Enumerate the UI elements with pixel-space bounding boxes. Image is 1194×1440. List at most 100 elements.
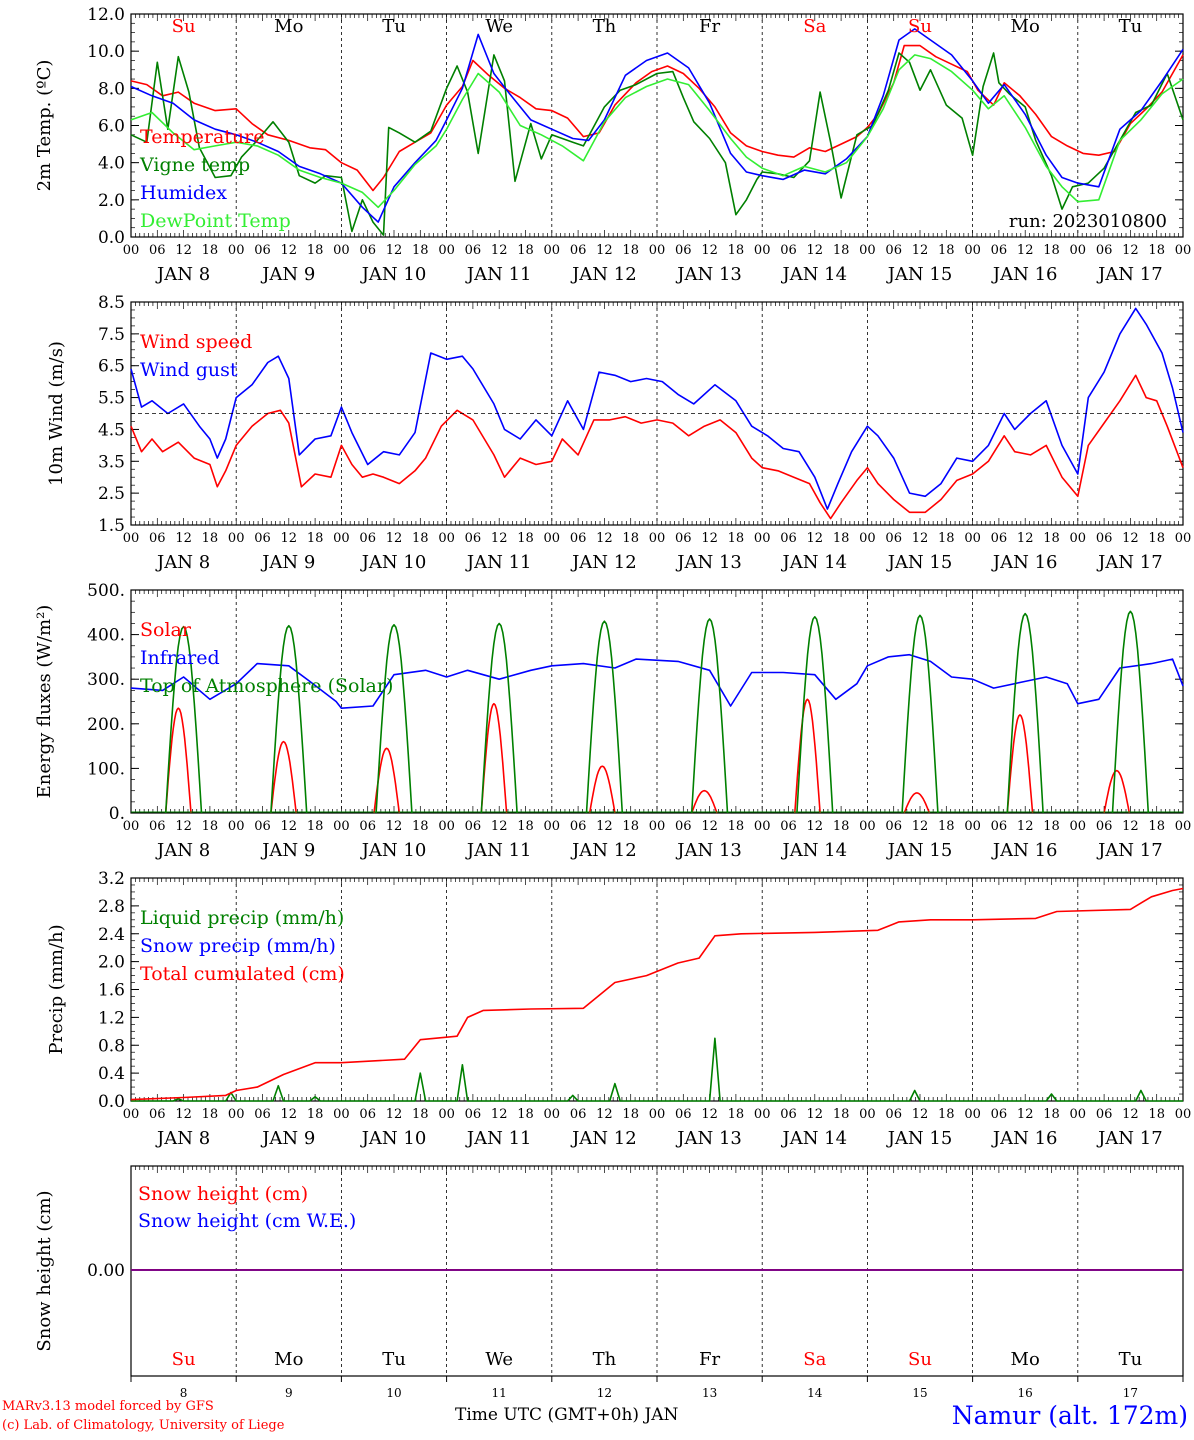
- x-date-label: JAN 9: [260, 264, 315, 285]
- x-hour-label: 00: [1175, 1107, 1192, 1122]
- top-of-atmosphere-solar-line: [1006, 612, 1044, 814]
- x-hour-label: 00: [333, 1107, 350, 1122]
- day-number-label: 15: [912, 1386, 927, 1400]
- x-hour-label: 06: [359, 1107, 376, 1122]
- x-hour-label: 18: [938, 531, 955, 546]
- credit-line-1: MARv3.13 model forced by GFS: [2, 1399, 214, 1414]
- y-tick-label: 0.4: [98, 1064, 125, 1084]
- x-hour-label: 18: [517, 1107, 534, 1122]
- x-date-label: JAN 13: [675, 1128, 742, 1149]
- weekday-label: Th: [593, 16, 617, 37]
- x-hour-label: 18: [622, 1107, 639, 1122]
- y-tick-label: 8.0: [98, 79, 125, 99]
- x-hour-label: 06: [991, 819, 1008, 834]
- x-hour-label: 06: [254, 1107, 271, 1122]
- x-hour-label: 00: [649, 243, 666, 258]
- x-hour-label: 06: [991, 1107, 1008, 1122]
- x-hour-label: 18: [412, 1107, 429, 1122]
- legend-entry: Wind gust: [140, 359, 238, 381]
- x-axis-title: Time UTC (GMT+0h) JAN: [455, 1405, 679, 1425]
- x-hour-label: 12: [281, 243, 298, 258]
- solar-line: [794, 698, 821, 814]
- x-hour-label: 12: [1017, 819, 1034, 834]
- y-tick-label: 2.8: [98, 897, 125, 917]
- x-hour-label: 06: [675, 819, 692, 834]
- credit-line-2: (c) Lab. of Climatology, University of L…: [2, 1418, 285, 1433]
- y-axis-label: Snow height (cm): [34, 1190, 55, 1351]
- legend-entry: Snow height (cm W.E.): [138, 1210, 356, 1232]
- solar-line: [588, 765, 616, 814]
- x-hour-label: 06: [254, 243, 271, 258]
- x-hour-label: 12: [807, 819, 824, 834]
- weekday-label: Su: [172, 1349, 196, 1370]
- x-hour-label: 12: [175, 243, 192, 258]
- x-hour-label: 18: [728, 1107, 745, 1122]
- x-hour-label: 06: [254, 819, 271, 834]
- legend-entry: Liquid precip (mm/h): [140, 907, 344, 929]
- liquid-precip-mm-h-line: [131, 1037, 1183, 1102]
- legend-entry: Solar: [140, 619, 192, 641]
- x-hour-label: 00: [964, 819, 981, 834]
- plot-frame: [130, 13, 1184, 238]
- weekday-label: Su: [908, 16, 932, 37]
- x-date-label: JAN 8: [155, 840, 210, 861]
- y-tick-label: 200.: [87, 715, 125, 735]
- y-tick-label: 4.5: [98, 420, 125, 440]
- x-hour-label: 00: [1070, 819, 1087, 834]
- legend-entry: Top of Atmosphere (Solar): [140, 675, 393, 697]
- x-hour-label: 00: [649, 819, 666, 834]
- x-hour-label: 00: [754, 531, 771, 546]
- x-hour-label: 18: [1148, 1107, 1165, 1122]
- x-hour-label: 06: [149, 819, 166, 834]
- x-hour-label: 18: [517, 531, 534, 546]
- x-hour-label: 12: [912, 531, 929, 546]
- wind-speed-line: [130, 374, 1184, 520]
- x-hour-label: 18: [307, 243, 324, 258]
- x-hour-label: 06: [675, 531, 692, 546]
- x-hour-label: 06: [359, 531, 376, 546]
- x-hour-label: 18: [307, 531, 324, 546]
- x-hour-label: 12: [491, 1107, 508, 1122]
- top-of-atmosphere-solar-line: [1111, 610, 1150, 814]
- x-hour-label: 00: [649, 1107, 666, 1122]
- weekday-label: Fr: [699, 1349, 720, 1370]
- x-hour-label: 12: [386, 243, 403, 258]
- x-hour-label: 12: [491, 819, 508, 834]
- x-hour-label: 18: [202, 531, 219, 546]
- y-tick-label: 0.0: [98, 1092, 125, 1112]
- x-date-label: JAN 9: [260, 552, 315, 573]
- y-tick-label: 2.0: [98, 191, 125, 211]
- weekday-label: Su: [908, 1349, 932, 1370]
- x-hour-label: 00: [333, 819, 350, 834]
- x-hour-label: 12: [386, 531, 403, 546]
- y-tick-label: 10.0: [87, 42, 125, 62]
- x-hour-label: 18: [202, 1107, 219, 1122]
- x-hour-label: 18: [517, 819, 534, 834]
- x-hour-label: 12: [912, 1107, 929, 1122]
- x-hour-label: 12: [386, 819, 403, 834]
- y-tick-label: 2.5: [98, 484, 125, 504]
- x-hour-label: 00: [859, 1107, 876, 1122]
- x-hour-label: 12: [1017, 1107, 1034, 1122]
- weekday-label: Mo: [1011, 1349, 1040, 1370]
- x-hour-label: 00: [1175, 243, 1192, 258]
- top-of-atmosphere-solar-line: [690, 618, 729, 814]
- x-hour-label: 18: [622, 531, 639, 546]
- x-date-label: JAN 14: [781, 264, 848, 285]
- x-hour-label: 00: [964, 531, 981, 546]
- plot-frame: [130, 589, 1184, 814]
- x-hour-label: 12: [912, 243, 929, 258]
- x-hour-label: 06: [570, 819, 587, 834]
- x-hour-label: 00: [228, 819, 245, 834]
- x-hour-label: 06: [465, 1107, 482, 1122]
- x-hour-label: 00: [123, 819, 140, 834]
- x-hour-label: 18: [517, 243, 534, 258]
- x-date-label: JAN 8: [155, 552, 210, 573]
- x-hour-label: 06: [359, 243, 376, 258]
- x-hour-label: 18: [622, 819, 639, 834]
- x-hour-label: 06: [1096, 1107, 1113, 1122]
- x-hour-label: 18: [412, 531, 429, 546]
- y-tick-label: 7.5: [98, 325, 125, 345]
- x-hour-label: 00: [754, 819, 771, 834]
- station-title: Namur (alt. 172m): [951, 1401, 1188, 1430]
